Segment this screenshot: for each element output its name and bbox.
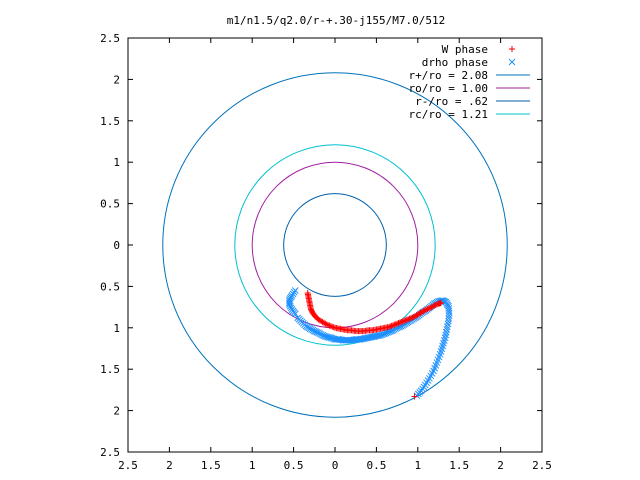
y-tick-label: 1 — [113, 156, 120, 169]
legend-label: r+/ro = 2.08 — [409, 69, 488, 82]
point — [396, 319, 403, 326]
point — [326, 322, 333, 329]
x-tick-label: 1.5 — [449, 459, 469, 472]
point — [329, 323, 336, 330]
point — [411, 393, 418, 400]
x-tick-label: 2 — [166, 459, 173, 472]
point — [401, 317, 407, 324]
circle-3 — [234, 144, 436, 346]
circle-1 — [251, 161, 419, 329]
y-tick-label: 2.5 — [100, 32, 120, 45]
x-tick-label: 0.5 — [284, 459, 304, 472]
y-tick-label: 1.5 — [100, 115, 120, 128]
x-tick-label: 1 — [414, 459, 421, 472]
y-tick-label: 2.5 — [100, 446, 120, 459]
point — [432, 301, 439, 308]
y-tick-label: 0.5 — [100, 198, 120, 211]
point — [445, 307, 453, 315]
x-tick-label: 1.5 — [201, 459, 221, 472]
point — [421, 307, 428, 314]
point — [406, 315, 413, 322]
legend-label: r-/ro = .62 — [415, 95, 488, 108]
point — [287, 304, 295, 312]
point — [407, 315, 414, 322]
point — [327, 323, 334, 330]
series-W-phase — [304, 290, 444, 400]
y-tick-label: 1 — [113, 322, 120, 335]
x-tick-label: 0.5 — [366, 459, 386, 472]
point — [291, 287, 299, 294]
point — [391, 321, 398, 328]
legend-marker — [509, 46, 515, 52]
legend-label: drho phase — [422, 56, 488, 69]
point — [399, 318, 406, 325]
point — [392, 321, 399, 328]
chart-title: m1/n1.5/q2.0/r-+.30-j155/M7.0/512 — [227, 14, 446, 27]
y-tick-label: 2 — [113, 73, 120, 86]
point — [425, 305, 432, 312]
y-tick-label: 2 — [113, 405, 120, 418]
point — [445, 312, 453, 320]
point — [385, 323, 392, 330]
circle-0 — [162, 72, 508, 418]
x-tick-label: 2.5 — [118, 459, 138, 472]
series-drho-phase — [286, 287, 453, 400]
point — [398, 319, 405, 326]
point — [394, 320, 401, 327]
point — [325, 322, 332, 329]
point — [423, 306, 430, 313]
point — [445, 309, 453, 317]
y-tick-label: 0 — [113, 239, 120, 252]
point — [402, 317, 409, 324]
phase-points — [286, 287, 453, 400]
point — [405, 316, 412, 323]
point — [388, 322, 395, 329]
point — [424, 306, 431, 313]
legend-label: W phase — [442, 43, 488, 56]
reference-circles — [162, 72, 508, 418]
legend-label: rc/ro = 1.21 — [409, 108, 488, 121]
point — [323, 321, 330, 328]
x-tick-label: 2.5 — [532, 459, 552, 472]
point — [429, 303, 436, 310]
point — [409, 314, 416, 321]
point — [322, 320, 329, 327]
point — [330, 324, 337, 331]
legend-marker — [508, 58, 516, 66]
legend-label: ro/ro = 1.00 — [409, 82, 488, 95]
point — [403, 316, 410, 323]
point — [431, 302, 438, 309]
x-tick-label: 1 — [249, 459, 256, 472]
point — [389, 322, 396, 329]
axis-ticks: 2.5 2 1.5 1 0.5 0 0.5 1 1.5 2 2.52.521.510.500.511… — [100, 32, 552, 472]
x-tick-label: 2 — [497, 459, 504, 472]
point — [387, 323, 394, 330]
circle-2 — [283, 193, 387, 297]
point — [288, 306, 296, 313]
y-tick-label: 0.5 — [100, 280, 120, 293]
point — [437, 299, 444, 306]
y-tick-label: 1.5 — [100, 363, 120, 376]
point — [395, 320, 402, 327]
x-tick-label: 0 — [332, 459, 339, 472]
point — [445, 315, 453, 322]
